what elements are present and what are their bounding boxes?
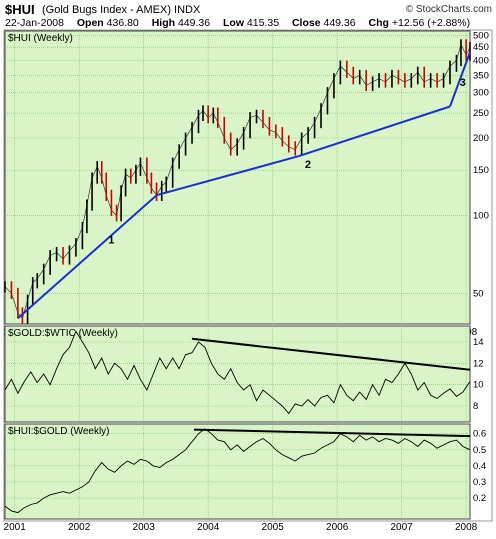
gold-wtic-ratio-line — [4, 330, 471, 415]
hui-panel: 5010015020025030035040045050020012002200… — [4, 30, 489, 338]
gold-wtic-title: $GOLD:$WTIC (Weekly) — [8, 328, 118, 339]
y-tick-label: 150 — [473, 165, 489, 176]
y-tick-label: 300 — [473, 88, 489, 99]
ticker-name: (Gold Bugs Index - AMEX) INDX — [42, 4, 201, 16]
trendline — [298, 105, 451, 158]
y-tick-label: 10 — [473, 380, 484, 391]
trendline — [191, 337, 471, 371]
trendline — [156, 155, 299, 197]
hui-gold-panel: 0.2 0.3 0.4 0.5 0.6 2001 2002 2003 2004 2005 2006 2… — [4, 423, 486, 533]
hui-gold-title: $HUI:$GOLD (Weekly) — [8, 426, 110, 437]
trendline-annotation: 3 — [460, 77, 466, 89]
x-tick-label: 2004 — [197, 522, 220, 533]
trendline — [17, 194, 158, 320]
chg-value: +12.56 (+2.88%) — [391, 17, 471, 29]
x-tick-label: 2007 — [391, 522, 414, 533]
ticker-symbol: $HUI — [5, 2, 35, 17]
open-value: 436.80 — [106, 17, 139, 29]
trendline-annotation: 1 — [108, 234, 114, 246]
y-tick-label: 100 — [473, 211, 489, 222]
chart-header: $HUI (Gold Bugs Index - AMEX) INDX © Sto… — [0, 0, 496, 30]
gold-wtic-panel: 8 10 12 14 $GOLD:$WTIC (Weekly) — [4, 325, 484, 423]
chart-frame — [3, 29, 493, 522]
chg-label: Chg — [368, 17, 389, 29]
y-tick-label: 0.5 — [473, 445, 486, 456]
quote-row: 22-Jan-2008 Open 436.80 High 449.36 Low … — [5, 17, 470, 29]
y-tick-label: 250 — [473, 108, 489, 119]
gold-wtic-plot-area — [4, 325, 471, 423]
y-tick-label: 14 — [473, 337, 484, 348]
low-value: 415.35 — [246, 17, 280, 29]
y-tick-label: 50 — [473, 288, 484, 299]
trendline — [449, 51, 471, 107]
open-label: Open — [76, 17, 104, 29]
y-tick-label: 0.6 — [473, 429, 486, 440]
quote-date: 22-Jan-2008 — [5, 17, 64, 29]
trendline — [193, 428, 471, 438]
hui-gold-ratio-line — [4, 428, 471, 514]
x-tick-label: 2005 — [262, 522, 285, 533]
x-tick-label: 2006 — [326, 522, 349, 533]
y-tick-label: 350 — [473, 70, 489, 81]
hui-plot-area — [4, 30, 471, 325]
stockcharts-logo: © StockCharts.com — [405, 4, 492, 15]
y-tick-label: 0.4 — [473, 461, 486, 472]
hui-title: $HUI (Weekly) — [8, 33, 73, 44]
y-tick-label: 400 — [473, 55, 489, 66]
low-label: Low — [223, 17, 244, 29]
y-tick-label: 200 — [473, 133, 489, 144]
close-label: Close — [291, 17, 321, 29]
y-tick-label: 450 — [473, 42, 489, 53]
hui-gold-plot-area — [4, 423, 471, 520]
close-value: 449.36 — [323, 17, 356, 29]
x-tick-label: 2002 — [68, 522, 91, 533]
y-tick-label: 500 — [473, 30, 489, 41]
y-tick-label: 12 — [473, 358, 484, 369]
trendline-annotation: 2 — [305, 159, 311, 171]
y-tick-label: 0.2 — [473, 493, 486, 504]
high-value: 449.36 — [177, 17, 211, 29]
x-tick-label: 2001 — [4, 522, 27, 533]
y-tick-label: 8 — [473, 401, 478, 412]
x-tick-label: 2008 — [455, 522, 478, 533]
x-tick-label: 2003 — [133, 522, 156, 533]
high-label: High — [151, 17, 176, 29]
y-tick-label: 0.3 — [473, 477, 486, 488]
